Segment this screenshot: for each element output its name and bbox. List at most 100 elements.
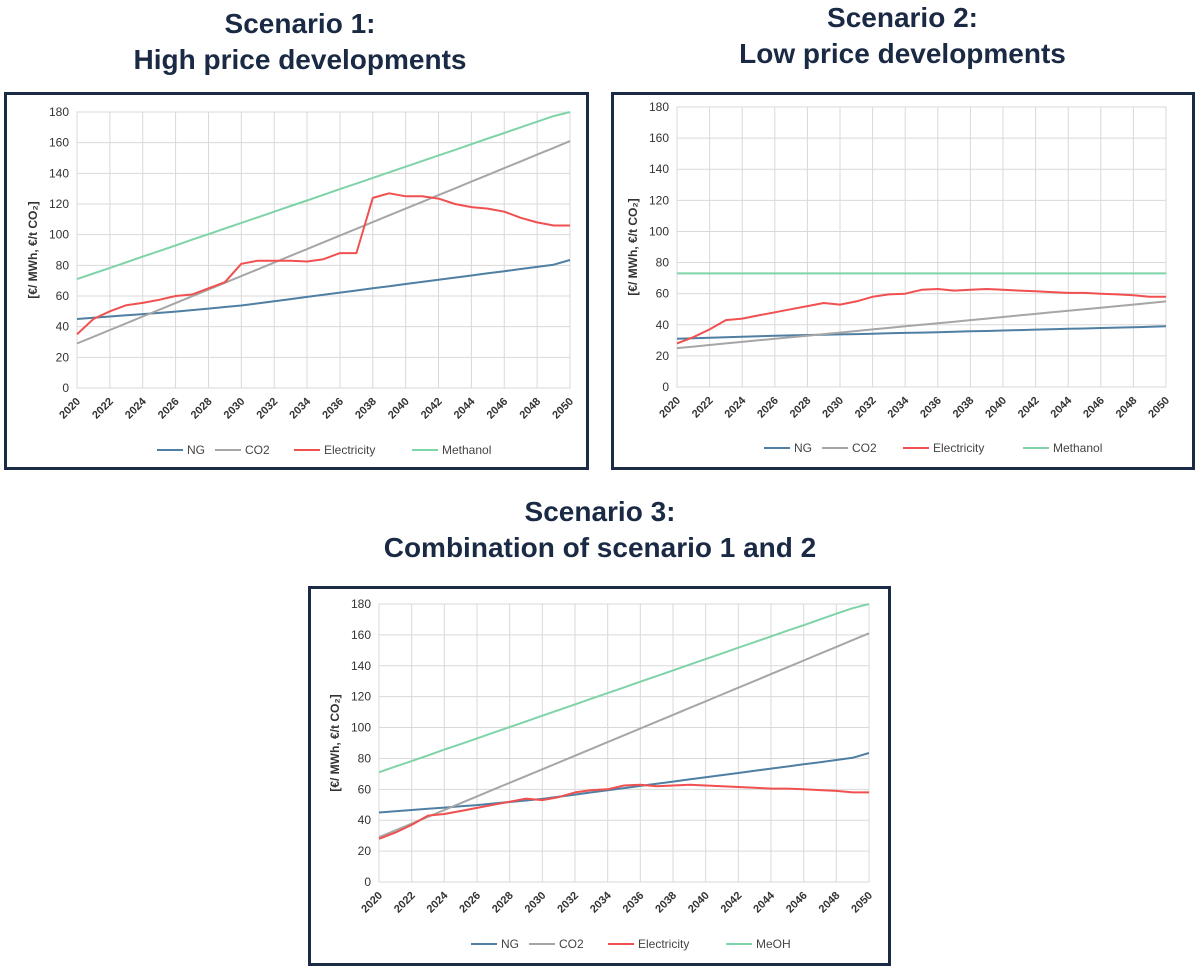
y-tick-label: 160 [649,131,669,145]
y-tick-label: 40 [358,813,372,827]
legend-label-electricity: Electricity [933,441,984,455]
x-tick-label: 2048 [817,890,843,916]
y-tick-label: 60 [56,289,70,303]
y-tick-label: 140 [351,659,371,673]
y-tick-label: 20 [358,844,372,858]
legend-label-meoh: MeOH [756,937,791,951]
y-axis-label: [€/ MWh, €/t CO₂] [328,694,342,791]
series-line-meoh [378,603,870,774]
x-tick-label: 2024 [123,395,149,421]
x-tick-label: 2036 [918,395,944,421]
series-line-methanol [76,111,571,281]
series-line-ng [378,752,870,814]
y-tick-label: 180 [49,105,69,119]
x-tick-label: 2022 [90,396,116,422]
x-tick-label: 2032 [853,395,879,421]
y-tick-label: 0 [662,380,669,394]
x-tick-label: 2040 [983,395,1009,421]
x-tick-label: 2038 [653,890,679,916]
x-tick-label: 2044 [452,395,478,421]
series-line-ng [676,325,1167,340]
y-tick-label: 40 [656,318,670,332]
x-tick-label: 2030 [820,395,846,421]
x-tick-label: 2046 [1081,395,1107,421]
y-tick-label: 60 [358,782,372,796]
legend-label-electricity: Electricity [324,443,375,457]
legend-label-co2: CO2 [852,441,877,455]
x-tick-label: 2020 [359,890,385,916]
scenario-2-heading: Scenario 2: Low price developments [620,0,1185,72]
x-tick-label: 2030 [523,890,549,916]
scenario-1-chart: 0 20 40 60 80 100 120 140 160 180 2020 2022 2024 2026… [4,92,589,470]
x-tick-label: 2028 [788,395,814,421]
series-line-ng [76,259,571,320]
series-line-co2 [378,632,870,839]
x-tick-label: 2050 [550,396,576,422]
y-axis-label: [€/ MWh, €/t CO₂] [626,198,640,295]
y-tick-label: 80 [358,751,372,765]
scenario-1-heading: Scenario 1: High price developments [20,6,580,78]
x-tick-label: 2050 [1146,395,1172,421]
x-tick-label: 2038 [353,396,379,422]
x-tick-label: 2040 [686,890,712,916]
x-tick-label: 2046 [485,396,511,422]
x-tick-label: 2032 [555,890,581,916]
plot-area [76,111,571,389]
x-tick-label: 2022 [392,890,418,916]
x-tick-label: 2026 [457,890,483,916]
scenario-1-title: Scenario 1: [224,8,376,39]
x-tick-label: 2048 [1114,395,1140,421]
x-tick-label: 2050 [849,890,875,916]
y-tick-label: 0 [62,381,69,395]
scenario-2-title: Scenario 2: [827,2,978,33]
scenario-3-title: Scenario 3: [524,496,676,527]
y-tick-label: 100 [649,224,669,238]
y-tick-label: 0 [364,875,371,889]
legend-label-co2: CO2 [245,443,270,457]
y-tick-label: 60 [656,287,670,301]
plot-area [378,603,870,883]
legend-label-methanol: Methanol [1053,441,1102,455]
y-tick-label: 80 [656,256,670,270]
x-tick-label: 2020 [657,395,683,421]
legend-label-ng: NG [794,441,812,455]
x-tick-label: 2042 [419,396,445,422]
x-tick-label: 2020 [57,396,83,422]
series-line-electricity [76,192,570,336]
y-tick-label: 120 [649,193,669,207]
y-tick-label: 20 [56,350,70,364]
legend-label-electricity: Electricity [638,937,689,951]
scenario-2-subtitle: Low price developments [739,38,1066,69]
x-tick-label: 2028 [490,890,516,916]
x-tick-label: 2044 [751,889,777,915]
y-tick-label: 180 [351,597,371,611]
x-tick-label: 2036 [320,396,346,422]
y-tick-label: 180 [649,100,669,114]
x-tick-label: 2032 [255,396,281,422]
y-tick-label: 160 [49,136,69,150]
x-tick-label: 2026 [156,396,182,422]
series-line-electricity [378,783,869,840]
scenario-3-subtitle: Combination of scenario 1 and 2 [383,532,817,563]
x-tick-label: 2042 [719,890,745,916]
x-tick-label: 2046 [784,890,810,916]
x-tick-label: 2028 [189,396,215,422]
series-line-co2 [676,300,1167,350]
y-tick-label: 20 [656,349,670,363]
legend-label-co2: CO2 [559,937,584,951]
plot-area [676,106,1167,388]
scenario-1-subtitle: High price developments [133,44,467,75]
y-tick-label: 100 [351,721,371,735]
x-tick-label: 2042 [1016,395,1042,421]
y-tick-label: 100 [49,228,69,242]
y-tick-label: 160 [351,628,371,642]
x-tick-label: 2026 [755,395,781,421]
legend-label-methanol: Methanol [442,443,491,457]
x-tick-label: 2034 [886,394,912,420]
x-tick-label: 2038 [951,395,977,421]
scenario-3-chart: 0 20 40 60 80 100 120 140 160 180 2020 2022 2024 2026… [308,586,891,966]
x-tick-label: 2034 [287,395,313,421]
